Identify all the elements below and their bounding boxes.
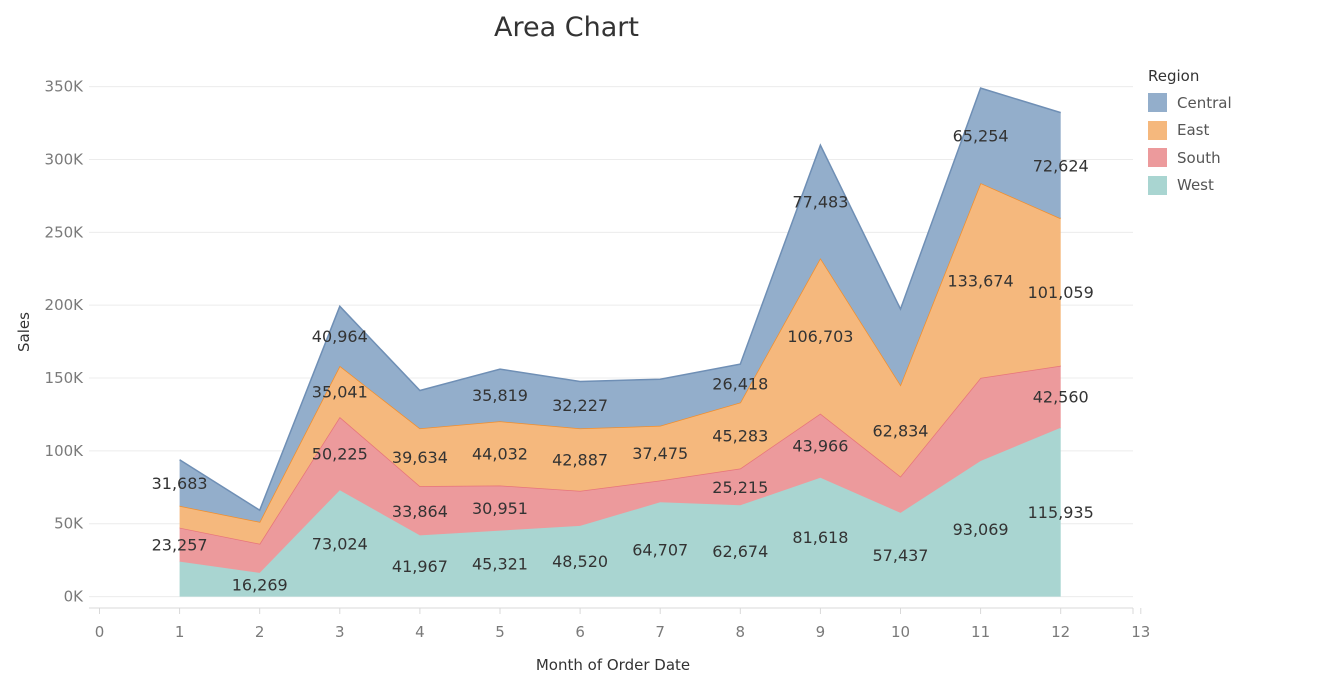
data-label: 81,618 [792,528,848,547]
legend-swatch [1148,148,1167,168]
area-series [179,87,1062,597]
x-tick-label: 3 [335,623,345,641]
data-label: 31,683 [152,474,208,493]
data-label: 62,834 [873,422,929,441]
data-label: 106,703 [787,327,853,346]
legend-label: East [1177,121,1210,140]
y-tick-label: 350K [45,78,85,96]
area-edge-central [179,87,1061,512]
data-label: 16,269 [232,576,288,595]
x-tick-label: 8 [736,623,746,641]
data-label: 30,951 [472,499,528,518]
data-label: 115,935 [1028,503,1094,522]
chart-title: Area Chart [494,12,639,43]
data-label: 42,887 [552,451,608,470]
data-label: 45,283 [712,427,768,446]
data-label: 26,418 [712,374,768,393]
area-central [179,88,1061,522]
x-tick-label: 4 [415,623,425,641]
x-tick-label: 12 [1051,623,1070,641]
legend-item-central[interactable]: Central [1148,89,1232,117]
legend-swatch [1148,175,1167,195]
y-tick-label: 0K [64,588,85,606]
data-label: 48,520 [552,552,608,571]
data-label: 35,819 [472,386,528,405]
y-tick-label: 200K [45,296,85,314]
data-label: 73,024 [312,534,368,553]
data-label: 133,674 [948,272,1014,291]
y-tick-label: 100K [45,442,85,460]
area-east [179,183,1061,544]
legend-label: South [1177,148,1221,167]
data-label: 32,227 [552,396,608,415]
legend-title: Region [1148,67,1200,85]
data-label: 33,864 [392,502,448,521]
x-tick-label: 13 [1131,623,1150,641]
data-label: 40,964 [312,327,368,346]
area-west [179,427,1061,597]
x-tick-label: 10 [891,623,910,641]
data-label: 35,041 [312,382,368,401]
legend-label: Central [1177,93,1232,112]
y-tick-label: 150K [45,369,85,387]
data-label: 72,624 [1033,156,1089,175]
data-label: 23,257 [152,536,208,555]
x-tick-label: 2 [255,623,265,641]
legend-items: Central East South West [1148,89,1232,199]
x-tick-label: 7 [655,623,665,641]
data-label: 25,215 [712,478,768,497]
legend-item-west[interactable]: West [1148,172,1232,200]
data-label: 44,032 [472,444,528,463]
y-tick-label: 250K [45,223,85,241]
data-label: 45,321 [472,555,528,574]
y-axis-label: Sales [15,312,33,352]
legend-item-east[interactable]: East [1148,117,1232,145]
legend-item-south[interactable]: South [1148,144,1232,172]
data-label: 65,254 [953,127,1009,146]
y-tick-label: 50K [54,515,84,533]
legend: Region Central East South West [1148,67,1232,199]
data-label: 93,069 [953,520,1009,539]
data-label: 50,225 [312,445,368,464]
y-tick-label: 300K [45,150,85,168]
x-tick-label: 0 [95,623,105,641]
data-label: 77,483 [792,193,848,212]
data-label: 101,059 [1028,283,1094,302]
data-label: 42,560 [1033,388,1089,407]
data-label: 62,674 [712,542,768,561]
area-south [179,365,1061,573]
x-axis-label: Month of Order Date [536,656,690,674]
legend-swatch [1148,120,1167,140]
data-labels: 16,269 73,024 41,967 45,321 48,520 64,707 62,6… [152,127,1094,595]
x-tick-label: 6 [575,623,585,641]
x-tick-label: 1 [175,623,185,641]
data-label: 43,966 [792,437,848,456]
data-label: 64,707 [632,540,688,559]
legend-swatch [1148,93,1167,113]
x-tick-label: 5 [495,623,505,641]
data-label: 41,967 [392,557,448,576]
x-tick-label: 9 [816,623,826,641]
data-label: 57,437 [873,546,929,565]
x-tick-label: 11 [971,623,990,641]
data-label: 39,634 [392,448,448,467]
data-label: 37,475 [632,444,688,463]
legend-label: West [1177,176,1214,195]
